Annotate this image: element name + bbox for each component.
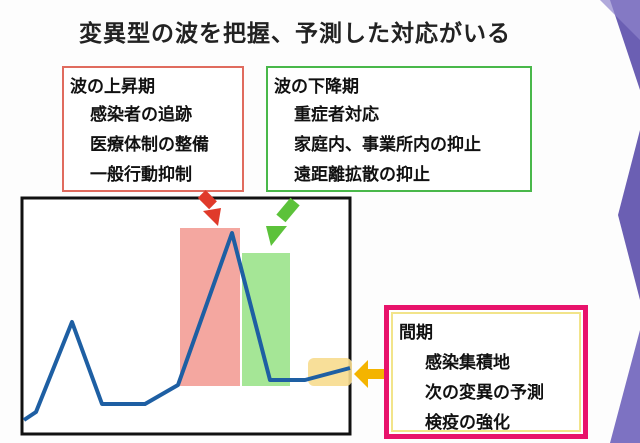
rise-item: 一般行動抑制 bbox=[90, 165, 192, 185]
interval-period-title: 間期 bbox=[399, 323, 433, 343]
interval-period-box: 間期 感染集積地 次の変異の予測 検疫の強化 bbox=[384, 305, 588, 439]
wave-line bbox=[22, 231, 351, 422]
slide-decoration bbox=[600, 0, 640, 443]
fall-arrow-icon bbox=[266, 197, 300, 246]
rise-item: 医療体制の整備 bbox=[90, 135, 209, 155]
deco-top-light bbox=[600, 0, 640, 40]
deco-bottom-shape bbox=[610, 330, 640, 443]
interval-item: 次の変異の予測 bbox=[425, 383, 544, 403]
fall-period-box: 波の下降期 重症者対応 家庭内、事業所内の抑止 遠距離拡散の抑止 bbox=[266, 66, 532, 192]
gap-arrow-icon bbox=[354, 360, 386, 388]
slide-title: 変異型の波を把握、予測した対応がいる bbox=[79, 21, 511, 47]
interval-item: 感染集積地 bbox=[425, 353, 510, 373]
fall-period-title: 波の下降期 bbox=[274, 77, 359, 97]
fall-item: 重症者対応 bbox=[294, 105, 379, 125]
fall-item: 家庭内、事業所内の抑止 bbox=[294, 135, 481, 155]
fall-item: 遠距離拡散の抑止 bbox=[294, 165, 430, 185]
rise-item: 感染者の追跡 bbox=[90, 105, 192, 125]
rise-highlight bbox=[180, 228, 240, 386]
rise-period-title: 波の上昇期 bbox=[70, 77, 155, 97]
rise-period-box: 波の上昇期 感染者の追跡 医療体制の整備 一般行動抑制 bbox=[62, 66, 244, 192]
rise-arrow-icon bbox=[197, 190, 221, 226]
interval-item: 検疫の強化 bbox=[425, 413, 510, 433]
deco-middle-shape bbox=[618, 130, 640, 300]
